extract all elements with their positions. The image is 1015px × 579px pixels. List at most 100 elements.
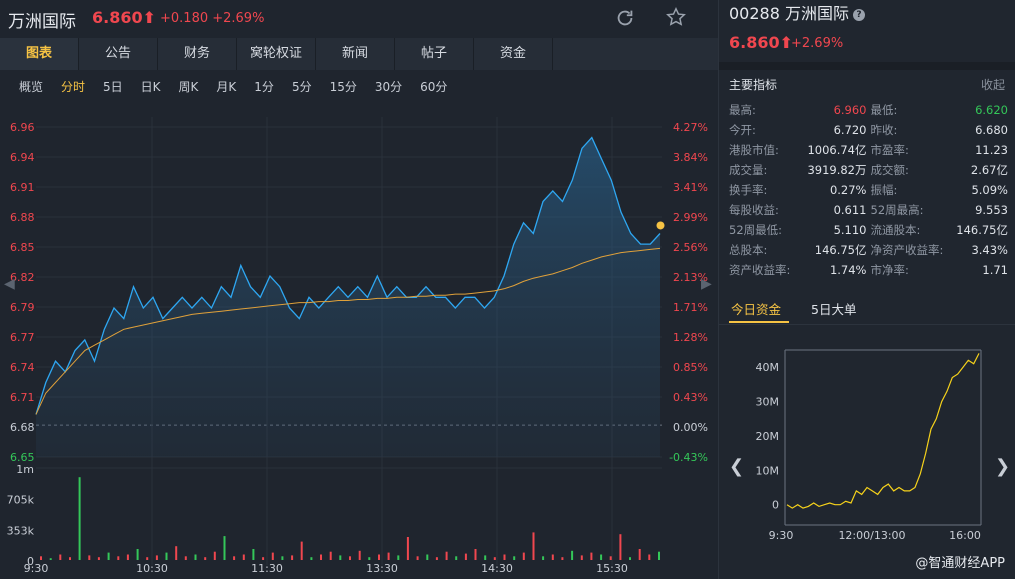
indicator-row: 52周最低: 5.110 流通股本: 146.75亿 bbox=[729, 220, 1012, 240]
period-intraday[interactable]: 分时 bbox=[61, 79, 86, 94]
volume-bar bbox=[223, 536, 226, 560]
volume-bar bbox=[271, 552, 274, 560]
tab-today-capital[interactable]: 今日资金 bbox=[731, 302, 782, 317]
indicator-cell: 每股收益: 0.611 bbox=[729, 200, 871, 220]
period-weekly-k[interactable]: 周K bbox=[178, 79, 199, 94]
indicator-label: 港股市值: bbox=[729, 143, 779, 157]
y-tick-label-price: 6.71 bbox=[10, 391, 35, 404]
indicator-value: 5.110 bbox=[833, 223, 867, 237]
tab-warrants[interactable]: 窝轮权证 bbox=[237, 38, 316, 70]
y-tick-label-pct: 3.41% bbox=[673, 181, 708, 194]
period-1min[interactable]: 1分 bbox=[254, 79, 274, 94]
period-30min[interactable]: 30分 bbox=[374, 79, 403, 94]
y-tick-label-price: 6.91 bbox=[10, 181, 35, 194]
star-icon[interactable] bbox=[665, 6, 687, 28]
indicator-label: 市盈率: bbox=[870, 143, 909, 157]
volume-bar bbox=[300, 541, 303, 560]
y-tick-label-pct: 1.71% bbox=[673, 301, 708, 314]
collapse-button[interactable]: 收起 bbox=[980, 78, 1005, 92]
volume-bar bbox=[281, 556, 284, 560]
indicator-value: 1.74% bbox=[829, 263, 867, 277]
volume-bar bbox=[484, 555, 487, 560]
period-monthly-k[interactable]: 月K bbox=[216, 79, 237, 94]
volume-bar bbox=[474, 549, 477, 560]
y-tick-label-pct: 0.00% bbox=[673, 421, 708, 434]
volume-bar bbox=[358, 550, 361, 560]
period-daily-k[interactable]: 日K bbox=[140, 79, 161, 94]
indicator-value: 11.23 bbox=[975, 143, 1008, 157]
indicator-value: 146.75亿 bbox=[956, 223, 1008, 237]
volume-bar bbox=[78, 477, 81, 560]
chart-left-arrow-icon[interactable]: ◀ bbox=[4, 276, 15, 292]
indicator-value: 3919.82万 bbox=[807, 163, 867, 177]
y-tick-label-pct: 3.84% bbox=[673, 151, 708, 164]
indicator-label: 振幅: bbox=[870, 183, 898, 197]
indicator-label: 换手率: bbox=[729, 183, 768, 197]
indicator-label: 资产收益率: bbox=[729, 263, 791, 277]
volume-bar bbox=[175, 546, 178, 560]
y-tick-label-pct: 2.56% bbox=[673, 241, 708, 254]
volume-tick-label: 705k bbox=[7, 494, 35, 507]
indicator-label: 52周最高: bbox=[870, 203, 924, 217]
main-panel: 万洲国际 6.860⬆ +0.180 +2.69% 图表 公告 财务 窝轮权证 … bbox=[0, 6, 718, 579]
volume-bar bbox=[387, 552, 390, 560]
indicator-row: 港股市值: 1006.74亿 市盈率: 11.23 bbox=[729, 140, 1012, 160]
x-tick-label: 14:30 bbox=[481, 562, 513, 575]
volume-bar bbox=[136, 549, 139, 560]
indicator-value: 2.67亿 bbox=[970, 163, 1008, 177]
indicator-cell: 资产收益率: 1.74% bbox=[729, 260, 871, 280]
tab-announcements[interactable]: 公告 bbox=[79, 38, 158, 70]
refresh-icon[interactable] bbox=[614, 7, 636, 29]
indicator-cell: 港股市值: 1006.74亿 bbox=[729, 140, 871, 160]
indicator-label: 市净率: bbox=[870, 263, 909, 277]
volume-bar bbox=[165, 552, 168, 560]
intraday-chart[interactable]: 6.96 4.27% 6.94 3.84% 6.91 3.41% 6.88 2.99% 6.85… bbox=[0, 100, 718, 579]
help-icon[interactable]: ? bbox=[853, 8, 865, 21]
indicator-cell: 52周最低: 5.110 bbox=[729, 220, 871, 240]
indicator-label: 每股收益: bbox=[729, 203, 779, 217]
volume-bar bbox=[580, 555, 583, 560]
volume-bar bbox=[493, 557, 496, 560]
period-overview[interactable]: 概览 bbox=[19, 79, 44, 94]
volume-bar bbox=[69, 557, 71, 560]
tab-news[interactable]: 新闻 bbox=[316, 38, 395, 70]
period-5day[interactable]: 5日 bbox=[103, 79, 123, 94]
section-tabs: 图表 公告 财务 窝轮权证 新闻 帖子 资金 bbox=[0, 38, 718, 70]
indicator-cell: 今开: 6.720 bbox=[729, 120, 871, 140]
indicator-cell: 总股本: 146.75亿 bbox=[729, 240, 871, 260]
indicator-value: 146.75亿 bbox=[814, 243, 867, 257]
volume-tick-label: 0 bbox=[27, 555, 34, 568]
indicator-value: 6.680 bbox=[975, 123, 1008, 137]
indicator-row: 每股收益: 0.611 52周最高: 9.553 bbox=[729, 200, 1012, 220]
tab-chart[interactable]: 图表 bbox=[0, 38, 79, 70]
indicator-label: 最高: bbox=[729, 103, 756, 117]
period-5min[interactable]: 5分 bbox=[291, 79, 312, 94]
fund-next-arrow-icon: ❯ bbox=[995, 456, 1010, 477]
tab-financials[interactable]: 财务 bbox=[158, 38, 237, 70]
x-tick-label: 9:30 bbox=[24, 562, 49, 575]
indicators-title: 主要指标 bbox=[729, 78, 778, 92]
period-60min[interactable]: 60分 bbox=[420, 79, 448, 94]
indicator-label: 流通股本: bbox=[870, 223, 921, 237]
volume-bar bbox=[49, 558, 52, 560]
volume-bar bbox=[155, 555, 158, 560]
info-panel: 00288 万洲国际? 6.860⬆ +2.69% 主要指标 收起 最高: 6.9… bbox=[718, 0, 1015, 579]
indicator-value: 6.960 bbox=[833, 103, 867, 117]
volume-bar bbox=[619, 534, 622, 560]
chart-right-arrow-icon[interactable]: ▶ bbox=[701, 276, 712, 292]
fund-x-tick-label: 9:30 bbox=[769, 529, 794, 542]
y-tick-label-pct: 2.13% bbox=[673, 271, 708, 284]
volume-bar bbox=[397, 555, 400, 560]
indicator-row: 资产收益率: 1.74% 市净率: 1.71 bbox=[729, 260, 1012, 280]
y-tick-label-pct: 1.28% bbox=[673, 331, 708, 344]
period-15min[interactable]: 15分 bbox=[329, 79, 357, 94]
tab-5day-large-orders[interactable]: 5日大单 bbox=[811, 302, 857, 317]
indicator-label: 成交量: bbox=[729, 163, 768, 177]
volume-bar bbox=[551, 554, 554, 560]
tab-posts[interactable]: 帖子 bbox=[395, 38, 474, 70]
indicator-label: 最低: bbox=[870, 103, 898, 117]
fund-y-tick-label: 20M bbox=[756, 430, 780, 443]
tab-capital[interactable]: 资金 bbox=[474, 38, 553, 70]
indicator-row: 总股本: 146.75亿 净资产收益率: 3.43% bbox=[729, 240, 1012, 260]
y-tick-label-pct: 4.27% bbox=[673, 121, 708, 134]
